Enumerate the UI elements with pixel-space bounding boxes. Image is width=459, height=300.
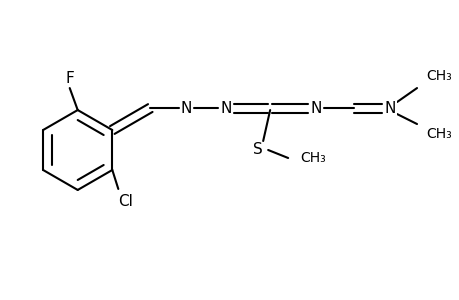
- Text: N: N: [310, 100, 321, 116]
- Text: S: S: [253, 142, 263, 158]
- Text: N: N: [384, 100, 395, 116]
- Text: N: N: [180, 100, 191, 116]
- Text: CH₃: CH₃: [299, 151, 325, 165]
- Text: F: F: [65, 70, 74, 86]
- Text: CH₃: CH₃: [425, 69, 451, 83]
- Text: Cl: Cl: [118, 194, 133, 209]
- Text: N: N: [220, 100, 231, 116]
- Text: CH₃: CH₃: [425, 127, 451, 141]
